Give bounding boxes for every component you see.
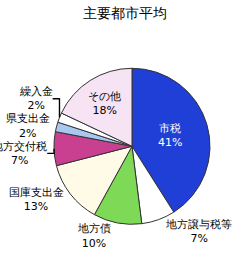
svg-text:地方交付税7%: 地方交付税7%	[0, 140, 47, 167]
svg-text:主要都市平均: 主要都市平均	[83, 5, 167, 21]
svg-text:市税41%: 市税41%	[158, 122, 182, 149]
svg-text:地方債10%: 地方債10%	[77, 222, 111, 249]
svg-text:繰入金2%: 繰入金2%	[19, 85, 53, 112]
svg-text:地方譲与税等7%: 地方譲与税等7%	[165, 218, 232, 245]
svg-text:その他18%: その他18%	[88, 90, 121, 117]
svg-text:国庫支出金13%: 国庫支出金13%	[9, 186, 64, 213]
svg-text:県支出金2%: 県支出金2%	[6, 112, 50, 139]
